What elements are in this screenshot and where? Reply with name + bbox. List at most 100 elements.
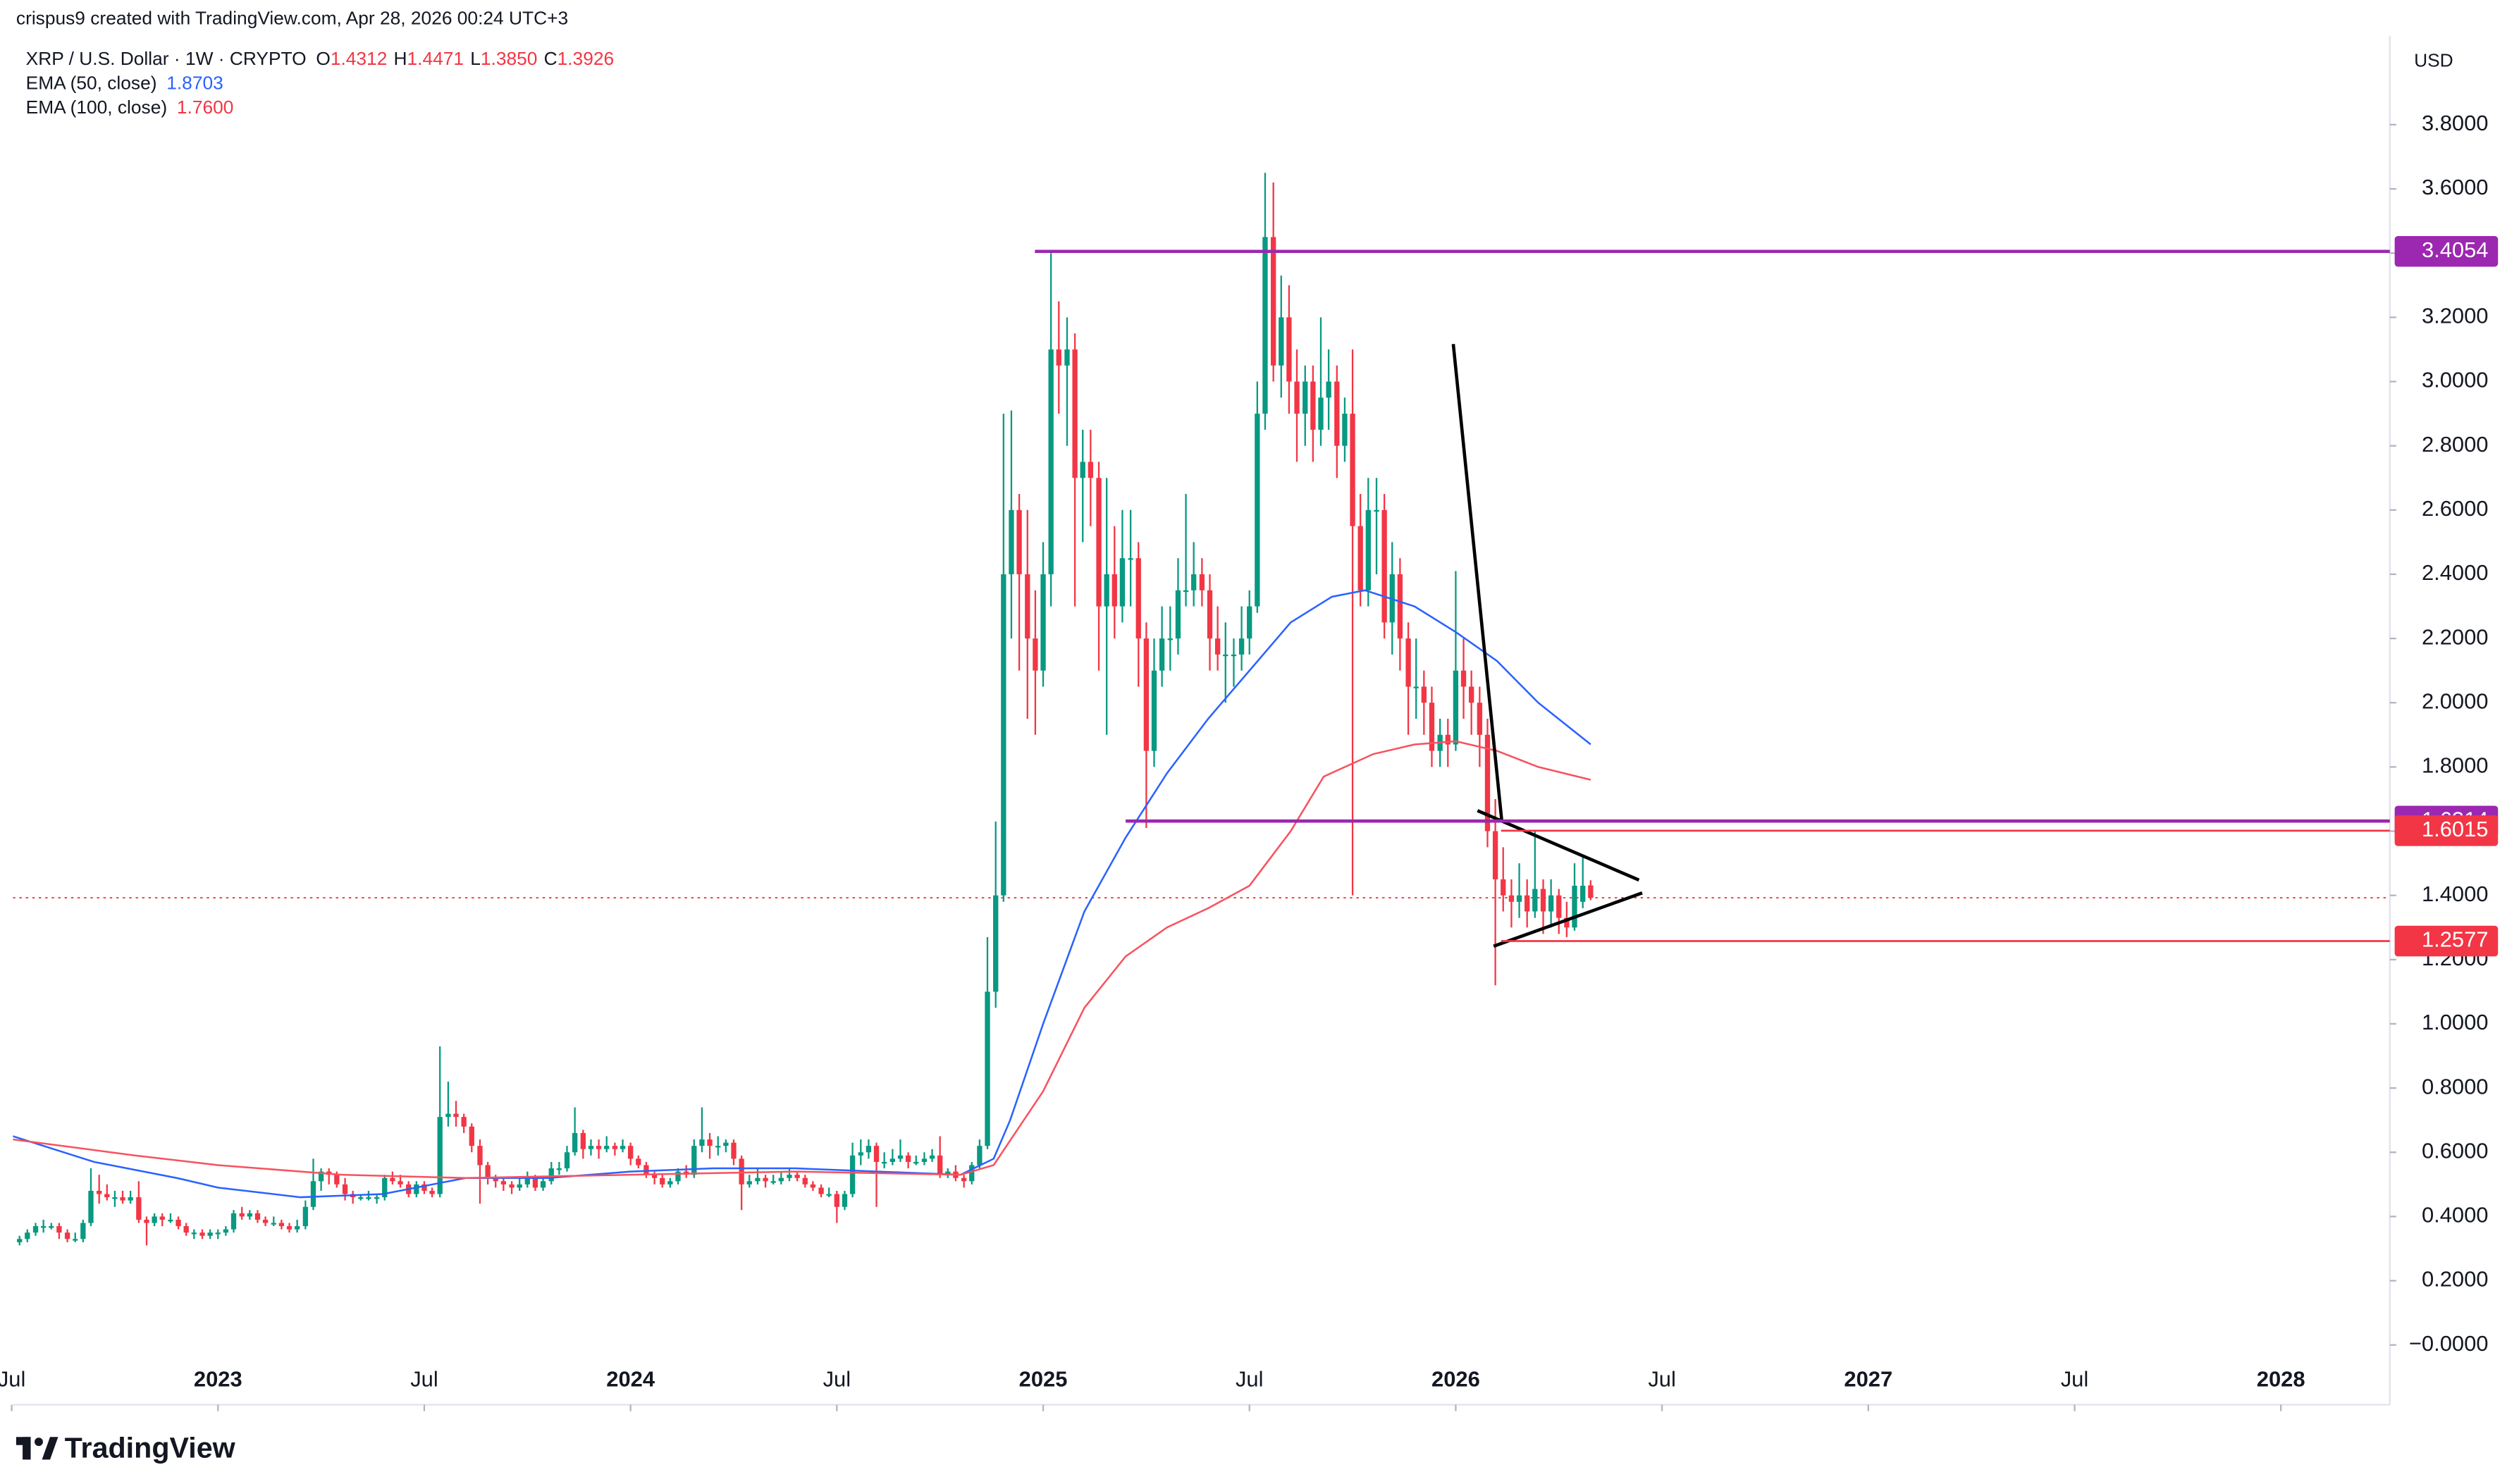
candle-body bbox=[826, 1194, 832, 1196]
candle-body bbox=[342, 1184, 348, 1194]
candle-body bbox=[1318, 397, 1324, 430]
y-tick-label: 2.8000 bbox=[2422, 432, 2489, 457]
ema-line bbox=[13, 589, 1591, 1199]
plot-area bbox=[13, 173, 2390, 1246]
candle-body bbox=[32, 1226, 39, 1233]
candle-body bbox=[175, 1219, 181, 1227]
candle-body bbox=[667, 1181, 673, 1185]
candle-body bbox=[49, 1226, 54, 1228]
candle-body bbox=[1135, 558, 1141, 639]
candle-body bbox=[382, 1177, 388, 1198]
candle-body bbox=[1143, 638, 1150, 751]
brand: TradingView bbox=[65, 1432, 236, 1464]
x-tick-label: Jul bbox=[2061, 1366, 2089, 1391]
candle-body bbox=[1088, 462, 1094, 478]
candle-body bbox=[1072, 349, 1078, 478]
candle-body bbox=[1572, 886, 1577, 928]
price-tag-label: 1.2577 bbox=[2422, 927, 2489, 952]
candle-body bbox=[1453, 670, 1459, 745]
ohlc-key: L bbox=[470, 48, 481, 69]
candle-body bbox=[469, 1126, 474, 1146]
candle-body bbox=[1096, 478, 1102, 607]
candle-body bbox=[1167, 638, 1173, 641]
candle-body bbox=[588, 1146, 594, 1149]
candle-body bbox=[128, 1197, 133, 1201]
candle-body bbox=[1556, 895, 1562, 918]
candle-body bbox=[524, 1177, 530, 1185]
candle-body bbox=[1397, 574, 1403, 639]
candle-body bbox=[453, 1113, 459, 1118]
candle-body bbox=[17, 1239, 23, 1242]
x-tick-label: Jul bbox=[0, 1366, 25, 1391]
candle-body bbox=[945, 1171, 951, 1175]
candle-body bbox=[1159, 638, 1165, 671]
candle-body bbox=[985, 991, 990, 1146]
candle-body bbox=[1009, 509, 1014, 574]
candle-body bbox=[271, 1223, 276, 1225]
candle-body bbox=[596, 1146, 602, 1149]
price-tag bbox=[2394, 815, 2499, 846]
candle-body bbox=[993, 895, 999, 992]
candle-body bbox=[1001, 574, 1006, 896]
y-tick-label: 2.6000 bbox=[2422, 496, 2489, 521]
candle-body bbox=[866, 1146, 872, 1153]
candle-body bbox=[660, 1177, 665, 1185]
price-tag bbox=[2394, 235, 2499, 267]
candle-body bbox=[398, 1181, 403, 1185]
candle-body bbox=[675, 1171, 681, 1182]
candle-body bbox=[358, 1197, 364, 1199]
candle-body bbox=[1033, 638, 1038, 671]
candle-body bbox=[612, 1146, 618, 1149]
candle-body bbox=[778, 1177, 784, 1182]
candle-body bbox=[1477, 703, 1483, 735]
candle-body bbox=[1580, 886, 1586, 902]
candle-body bbox=[572, 1132, 578, 1153]
candle-body bbox=[1183, 590, 1189, 593]
candle-body bbox=[64, 1232, 70, 1239]
candle-body bbox=[794, 1175, 800, 1178]
ohlc-value: 1.3926 bbox=[558, 48, 615, 69]
candle-body bbox=[873, 1146, 880, 1162]
candle-body bbox=[913, 1161, 919, 1164]
candle-body bbox=[262, 1219, 269, 1223]
candle-body bbox=[643, 1165, 649, 1175]
candle-body bbox=[509, 1184, 515, 1188]
ohlc-value: 1.4312 bbox=[331, 48, 388, 69]
candle-body bbox=[191, 1232, 197, 1235]
candle-body bbox=[239, 1213, 245, 1217]
candle-body bbox=[1588, 885, 1594, 898]
candle-body bbox=[500, 1181, 507, 1185]
y-tick-label: 0.4000 bbox=[2422, 1203, 2489, 1228]
credit: crispus9 created with TradingView.com, A… bbox=[16, 8, 568, 29]
candle-body bbox=[517, 1184, 522, 1188]
candle-body bbox=[604, 1146, 610, 1149]
x-tick-label: Jul bbox=[1236, 1366, 1264, 1391]
y-tick-label: 2.0000 bbox=[2422, 688, 2489, 713]
candle-body bbox=[302, 1206, 309, 1227]
candle-body bbox=[1025, 574, 1030, 639]
x-tick-label: 2024 bbox=[606, 1366, 655, 1391]
candle-body bbox=[1334, 381, 1340, 446]
x-tick-label: Jul bbox=[823, 1366, 851, 1391]
candle-body bbox=[1365, 509, 1371, 590]
x-tick-label: 2027 bbox=[1844, 1366, 1892, 1391]
candle-body bbox=[1207, 590, 1213, 639]
candle-body bbox=[1564, 917, 1570, 928]
candle-body bbox=[1231, 654, 1237, 657]
candle-body bbox=[56, 1226, 62, 1233]
candle-body bbox=[25, 1232, 30, 1239]
candle-body bbox=[699, 1139, 705, 1146]
candle-body bbox=[1247, 606, 1252, 639]
candle-body bbox=[429, 1190, 435, 1194]
y-tick-label: 1.8000 bbox=[2422, 753, 2489, 778]
candle-body bbox=[1214, 638, 1221, 655]
candle-body bbox=[1151, 670, 1157, 751]
candle-body bbox=[414, 1184, 419, 1194]
candle-body bbox=[1191, 574, 1197, 590]
candle-body bbox=[1357, 526, 1363, 590]
candle-body bbox=[1405, 638, 1411, 687]
candle-body bbox=[1119, 558, 1126, 607]
candle-body bbox=[620, 1146, 626, 1149]
